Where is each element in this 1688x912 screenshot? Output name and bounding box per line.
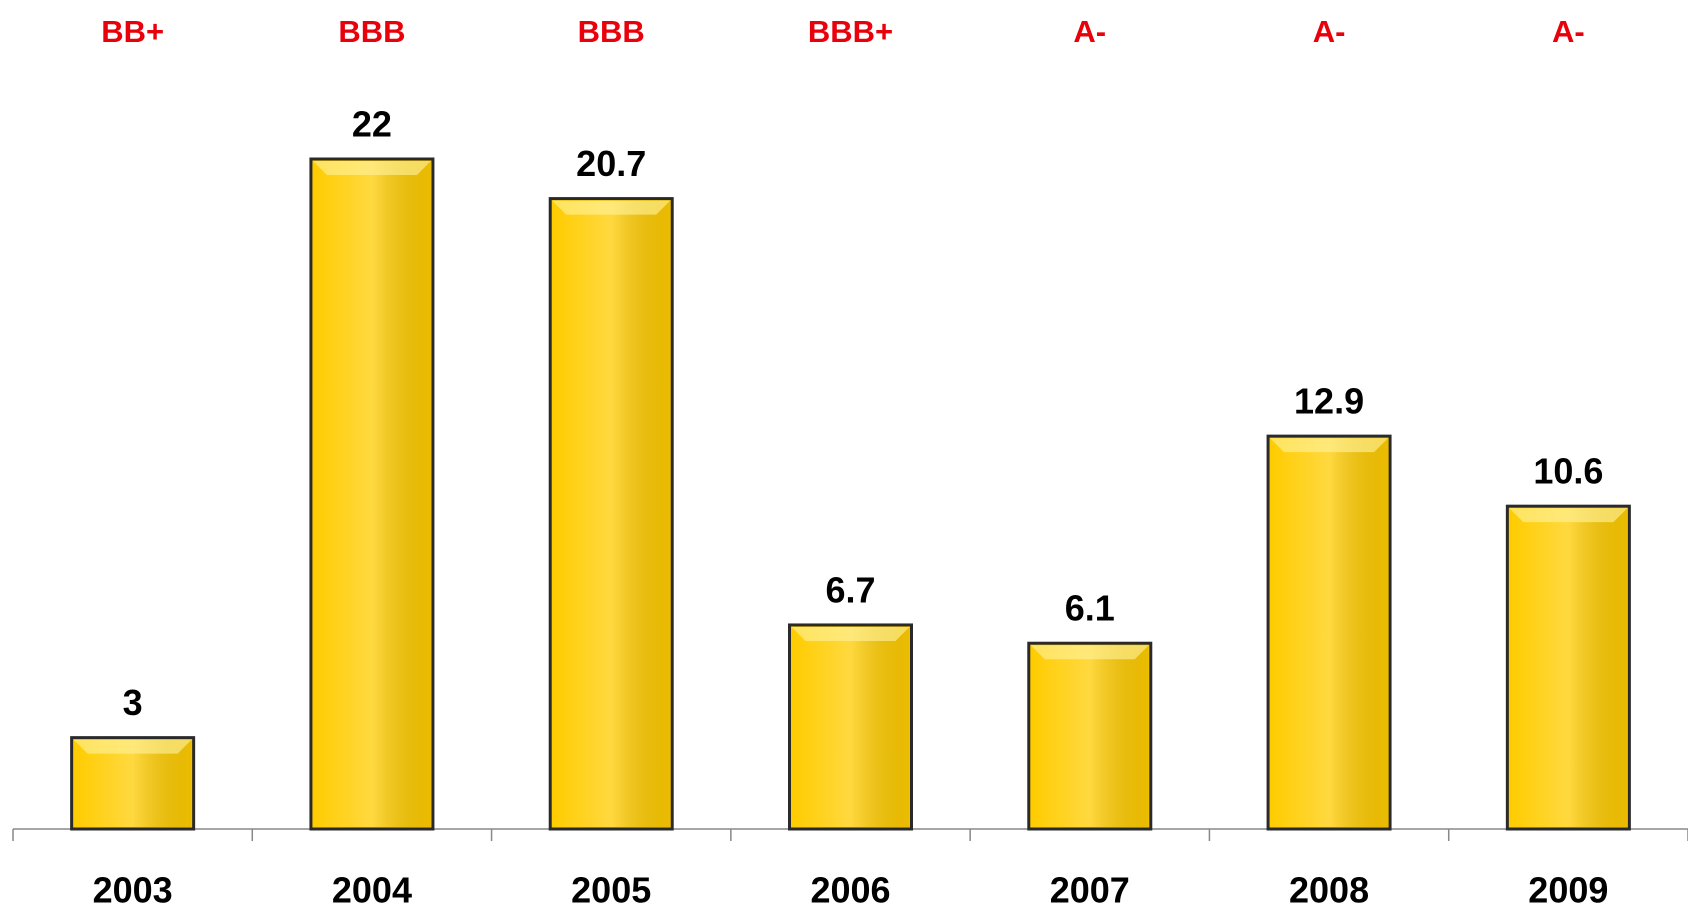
bar-bevel [791, 626, 910, 641]
bar-bevel [552, 200, 671, 215]
x-tick-label: 2006 [810, 870, 890, 911]
bar-shine [312, 161, 431, 827]
x-tick-label: 2009 [1528, 870, 1608, 911]
value-label: 3 [123, 682, 143, 723]
x-tick-label: 2007 [1050, 870, 1130, 911]
x-tick-label: 2004 [332, 870, 412, 911]
value-label: 22 [352, 104, 392, 145]
rating-label: A- [1552, 14, 1585, 49]
bar-shine [1270, 438, 1389, 827]
rating-label: A- [1073, 14, 1106, 49]
bar-shine [73, 739, 192, 827]
bar-shine [1030, 645, 1149, 827]
value-label: 6.7 [825, 569, 875, 610]
rating-label: A- [1313, 14, 1346, 49]
bar-bevel [312, 161, 431, 175]
value-label: 6.1 [1065, 588, 1115, 629]
x-tick-label: 2005 [571, 870, 651, 911]
value-label: 10.6 [1533, 451, 1603, 492]
x-tick-label: 2008 [1289, 870, 1369, 911]
bar-shine [552, 200, 671, 827]
value-label: 20.7 [576, 143, 646, 184]
bar-bevel [1509, 508, 1628, 523]
bar-shine [1509, 508, 1628, 827]
rating-label: BBB [338, 14, 405, 49]
rating-label: BBB+ [808, 14, 893, 49]
x-tick-label: 2003 [93, 870, 173, 911]
rating-label: BB+ [101, 14, 164, 49]
bar-shine [791, 626, 910, 827]
bar-bevel [73, 739, 192, 754]
bar-bevel [1030, 645, 1149, 660]
value-label: 12.9 [1294, 381, 1364, 422]
bar-bevel [1270, 438, 1389, 453]
rating-label: BBB [578, 14, 645, 49]
